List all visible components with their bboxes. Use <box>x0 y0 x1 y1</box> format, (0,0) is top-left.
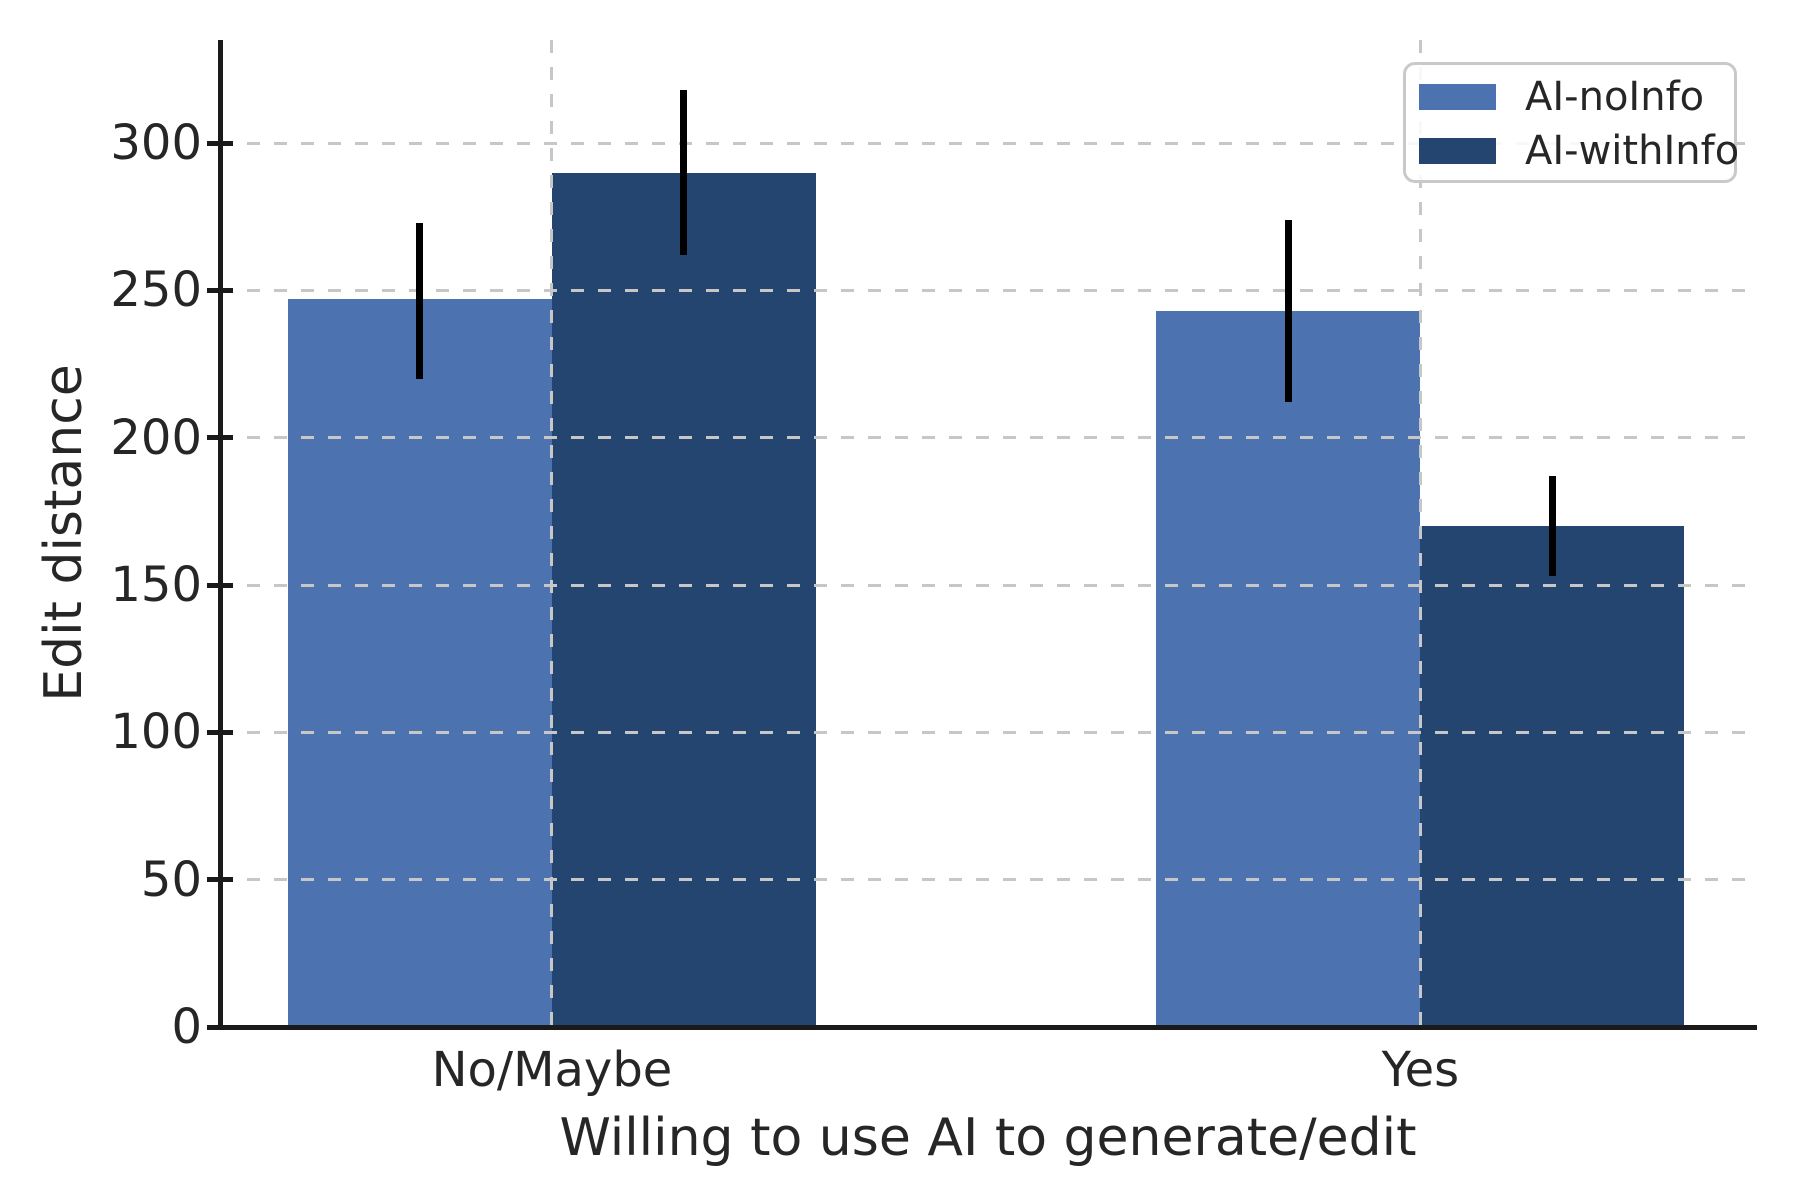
gridline-y-300 <box>220 141 1757 145</box>
legend-swatch-ai-withinfo <box>1419 138 1496 164</box>
plot-area <box>215 40 1757 1030</box>
error-bar-no-maybe-ai-withinfo <box>680 90 688 256</box>
error-bar-no-maybe-ai-noinfo <box>416 222 424 379</box>
y-tick-label-0: 0 <box>171 999 202 1055</box>
y-tick-mark-100 <box>207 729 233 735</box>
legend: AI-noInfo AI-withInfo <box>1403 62 1739 183</box>
gridline-y-100 <box>220 730 1757 734</box>
x-tick-label-no-maybe: No/Maybe <box>431 1042 673 1098</box>
x-axis-spine <box>215 1024 1757 1030</box>
error-bar-yes-ai-withinfo <box>1548 476 1556 577</box>
y-tick-label-150: 150 <box>110 557 202 614</box>
y-tick-label-300: 300 <box>110 115 202 172</box>
bar-no-maybe-ai-withinfo <box>551 172 816 1027</box>
y-tick-mark-200 <box>207 435 233 441</box>
y-tick-label-50: 50 <box>140 851 202 908</box>
y-tick-label-250: 250 <box>110 262 202 319</box>
error-bar-yes-ai-noinfo <box>1284 219 1292 403</box>
legend-swatch-ai-noinfo <box>1419 84 1496 110</box>
legend-item-ai-noinfo: AI-noInfo <box>1406 77 1734 117</box>
gridline-x-yes <box>1418 40 1422 1027</box>
gridline-y-50 <box>220 878 1757 882</box>
y-axis-label: Edit distance <box>34 364 94 702</box>
y-axis-spine <box>217 40 223 1030</box>
x-axis-label: Willing to use AI to generate/edit <box>559 1108 1417 1168</box>
legend-label-ai-withinfo: AI-withInfo <box>1525 128 1740 174</box>
gridline-y-200 <box>220 436 1757 440</box>
bar-no-maybe-ai-noinfo <box>287 299 552 1027</box>
y-tick-mark-50 <box>207 877 233 883</box>
legend-item-ai-withinfo: AI-withInfo <box>1406 131 1739 171</box>
gridline-x-no-maybe <box>550 40 554 1027</box>
y-tick-mark-300 <box>207 140 233 146</box>
y-tick-mark-150 <box>207 582 233 588</box>
gridline-y-250 <box>220 288 1757 292</box>
legend-label-ai-noinfo: AI-noInfo <box>1525 74 1705 120</box>
y-tick-mark-250 <box>207 287 233 293</box>
gridline-y-150 <box>220 583 1757 587</box>
grid-layer <box>220 40 1757 1027</box>
y-tick-label-200: 200 <box>110 409 202 466</box>
x-tick-label-yes: Yes <box>1381 1042 1460 1098</box>
y-tick-mark-0 <box>207 1024 233 1030</box>
bar-yes-ai-withinfo <box>1420 526 1685 1027</box>
y-tick-label-100: 100 <box>110 704 202 761</box>
bars-layer <box>220 40 1757 1027</box>
error-bars-layer <box>220 40 1757 1027</box>
bar-yes-ai-noinfo <box>1156 311 1421 1027</box>
